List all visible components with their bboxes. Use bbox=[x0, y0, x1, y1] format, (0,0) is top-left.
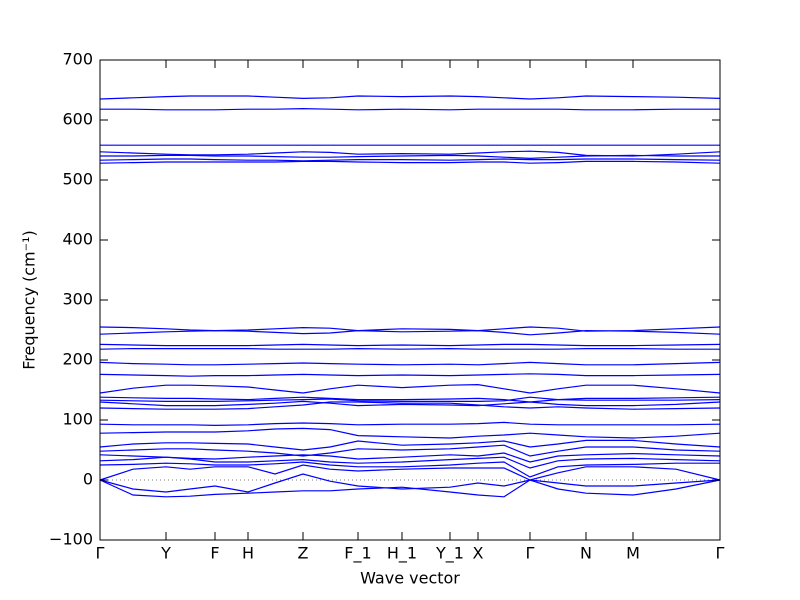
band-line bbox=[100, 154, 720, 160]
y-tick-label: 300 bbox=[62, 290, 93, 309]
y-tick-label: 200 bbox=[62, 350, 93, 369]
band-line bbox=[99, 439, 721, 451]
band-line bbox=[99, 158, 721, 162]
x-tick-label: H_1 bbox=[387, 544, 417, 564]
y-tick-label: 100 bbox=[62, 410, 93, 429]
band-line bbox=[99, 347, 720, 350]
x-tick-label: M bbox=[626, 544, 640, 563]
y-tick-label: 400 bbox=[62, 230, 93, 249]
band-line bbox=[99, 396, 721, 403]
band-line bbox=[100, 107, 720, 111]
x-tick-label: Y bbox=[160, 544, 171, 563]
band-line bbox=[99, 461, 720, 478]
band-line bbox=[99, 361, 721, 366]
band-line bbox=[99, 383, 721, 394]
band-line bbox=[99, 421, 721, 427]
x-tick-label: X bbox=[473, 544, 484, 563]
x-tick-label: Z bbox=[298, 544, 309, 563]
y-tick-label: 0 bbox=[83, 470, 93, 489]
band-line bbox=[99, 427, 721, 439]
y-tick-label: −100 bbox=[49, 530, 93, 549]
band-line bbox=[99, 400, 721, 407]
band-line bbox=[99, 452, 721, 463]
band-line bbox=[99, 150, 721, 157]
band-line bbox=[99, 479, 721, 498]
band-line bbox=[99, 456, 721, 469]
x-tick-label: Γ bbox=[96, 544, 105, 563]
y-tick-label: 500 bbox=[62, 170, 93, 189]
band-line bbox=[99, 373, 721, 377]
x-tick-label: Γ bbox=[526, 544, 535, 563]
band-line bbox=[99, 95, 721, 100]
y-axis-title: Frequency (cm⁻¹) bbox=[20, 230, 39, 369]
band-line bbox=[99, 329, 721, 336]
band-line bbox=[99, 401, 721, 410]
band-line bbox=[99, 444, 721, 457]
band-line bbox=[99, 343, 721, 347]
band-line bbox=[99, 396, 721, 402]
y-tick-label: 600 bbox=[62, 110, 93, 129]
x-tick-label: Y_1 bbox=[435, 544, 464, 564]
x-tick-label: H bbox=[242, 544, 254, 563]
x-tick-label: Γ bbox=[716, 544, 725, 563]
band-line bbox=[99, 160, 721, 164]
x-tick-label: F_1 bbox=[344, 544, 371, 564]
band-line bbox=[99, 464, 721, 481]
x-tick-label: F bbox=[210, 544, 219, 563]
band-line bbox=[99, 473, 721, 493]
plot-frame bbox=[99, 59, 721, 541]
y-tick-label: 700 bbox=[62, 50, 93, 69]
x-axis-title: Wave vector bbox=[360, 569, 460, 588]
x-tick-label: N bbox=[580, 544, 592, 563]
